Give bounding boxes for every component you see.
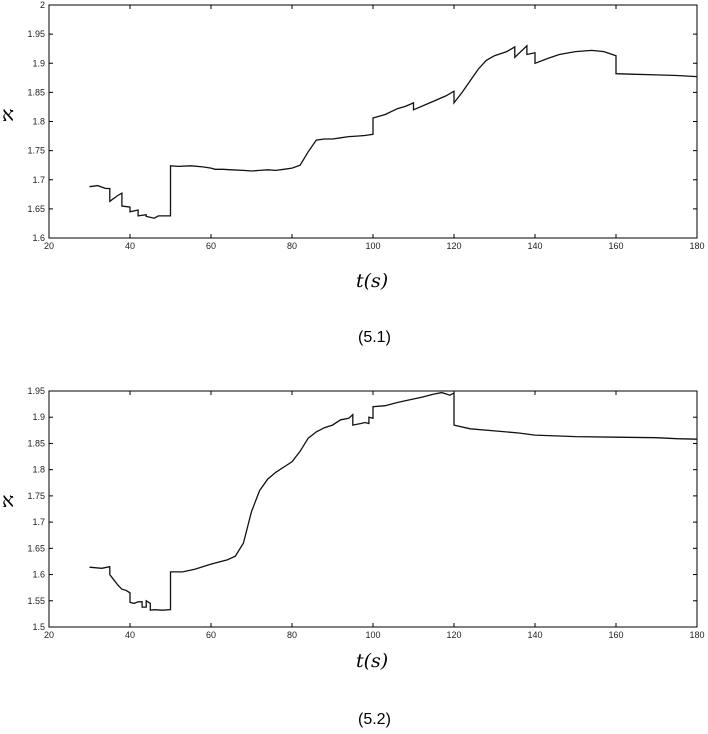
x-tick-label: 40: [125, 630, 135, 640]
x-tick-label: 140: [527, 630, 542, 640]
y-tick-label: 2: [40, 0, 45, 10]
x-tick-label: 60: [206, 241, 216, 251]
y-tick-label: 1.85: [27, 87, 45, 97]
x-axis-label: t(s): [356, 270, 389, 292]
x-tick-label: 160: [608, 241, 623, 251]
x-tick-label: 80: [287, 241, 297, 251]
x-tick-label: 120: [446, 630, 461, 640]
y-tick-label: 1.6: [32, 233, 45, 243]
x-tick-label: 100: [365, 241, 380, 251]
y-tick-label: 1.75: [27, 491, 45, 501]
x-tick-label: 120: [446, 241, 461, 251]
y-tick-label: 1.8: [32, 117, 45, 127]
y-tick-label: 1.95: [27, 29, 45, 39]
x-tick-label: 20: [44, 630, 54, 640]
line-chart-5-1: 20 40 60 80 100 120 140 160 180 1.6 1.65 1.7 1.75 1.8…: [27, 0, 704, 251]
y-tick-label: 1.95: [27, 386, 45, 396]
y-tick-label: 1.9: [32, 412, 45, 422]
x-tick-label: 40: [125, 241, 135, 251]
plot-frame: [48, 390, 698, 628]
y-tick-label: 1.65: [27, 543, 45, 553]
y-tick-label: 1.8: [32, 465, 45, 475]
y-tick-label: 1.5: [32, 622, 45, 632]
figure-caption: (5.2): [358, 711, 391, 728]
x-tick-label: 180: [689, 241, 704, 251]
x-tick-label: 100: [365, 630, 380, 640]
y-tick-label: 1.75: [27, 146, 45, 156]
x-tick-label: 80: [287, 630, 297, 640]
x-tick-label: 140: [527, 241, 542, 251]
series-line-1: [89, 391, 698, 611]
x-tick-label: 160: [608, 630, 623, 640]
x-tick-label: 60: [206, 630, 216, 640]
y-tick-label: 1.65: [27, 204, 45, 214]
figure-caption: (5.1): [358, 329, 391, 346]
x-axis-label: t(s): [356, 650, 389, 672]
series-line-1: [89, 44, 698, 219]
y-tick-label: 1.85: [27, 438, 45, 448]
y-tick-label: 1.6: [32, 570, 45, 580]
y-tick-label: 1.9: [32, 58, 45, 68]
x-tick-label: 180: [689, 630, 704, 640]
y-axis-label: א: [2, 488, 15, 512]
y-axis-label: א: [2, 102, 15, 126]
chart-panel-1: 20 40 60 80 100 120 140 160 180 1.6 1.65 1.7 1.75 1.8…: [0, 0, 708, 360]
x-tick-label: 20: [44, 241, 54, 251]
y-tick-label: 1.7: [32, 517, 45, 527]
y-tick-label: 1.55: [27, 596, 45, 606]
y-tick-label: 1.7: [32, 175, 45, 185]
